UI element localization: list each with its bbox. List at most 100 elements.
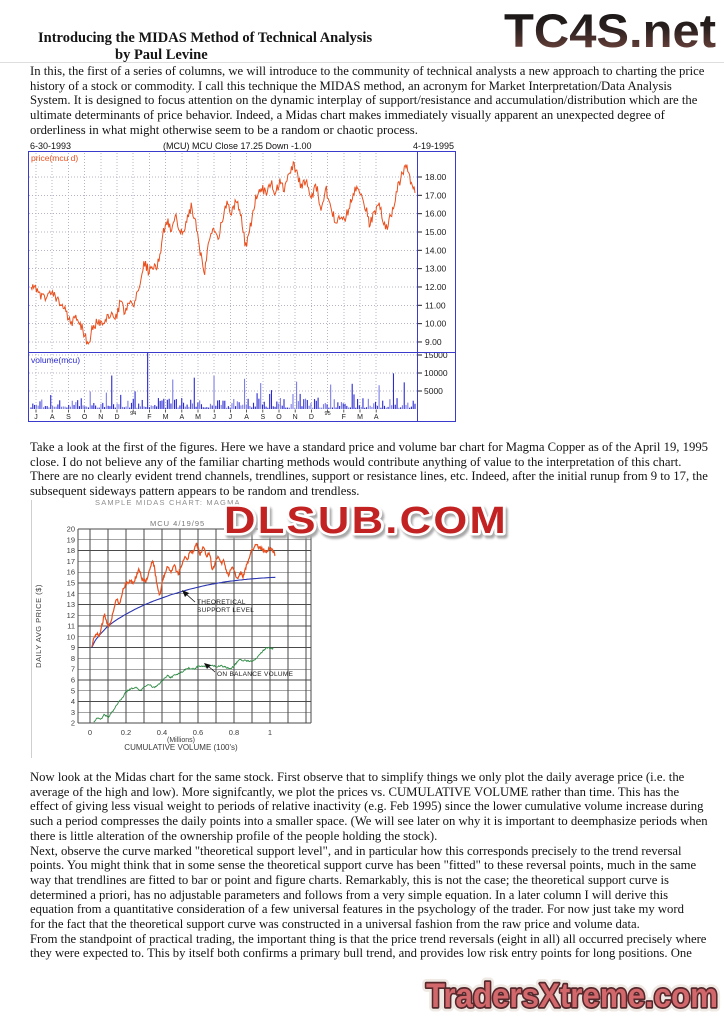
- chart-text: 12.00: [425, 282, 447, 292]
- month-label: D: [114, 414, 119, 421]
- month-label: F: [342, 414, 346, 421]
- y-tick-label: 15: [67, 579, 75, 588]
- month-label: A: [179, 414, 184, 421]
- text-line: There are no clearly evident trend chann…: [30, 469, 708, 484]
- y-tick-label: 16: [67, 568, 75, 577]
- annotation-arrowhead: [182, 590, 189, 597]
- article-title: Introducing the MIDAS Method of Technica…: [38, 30, 373, 46]
- chart-quote-header: (MCU) MCU Close 17.25 Down -1.00: [163, 141, 312, 151]
- x-tick-label: 0.2: [121, 728, 131, 737]
- month-label: J: [34, 414, 38, 421]
- month-label: N: [293, 414, 298, 421]
- header-divider: [0, 62, 724, 63]
- price-panel-label: price(mcu d): [31, 153, 78, 163]
- chart-text: 18.00: [425, 172, 447, 182]
- y-tick-label: 13: [67, 600, 75, 609]
- month-label: A: [374, 414, 379, 421]
- text-line: In this, the first of a series of column…: [30, 64, 705, 78]
- chart-text: 13.00: [425, 264, 447, 274]
- text-line: for the fact that the theoretical suppor…: [30, 917, 640, 932]
- chart-text: 15.00: [425, 227, 447, 237]
- text-line: average of the high and low). More signi…: [30, 784, 680, 799]
- text-line: ultimate determinants of price behavior.…: [30, 108, 665, 123]
- month-label: N: [98, 414, 103, 421]
- y-tick-label: 12: [67, 611, 75, 620]
- volume-panel-label: volume(mcu): [31, 355, 80, 365]
- chart-text: 5000: [424, 386, 443, 396]
- chart1-commentary-paragraph: Take a look at the first of the figures.…: [30, 440, 708, 499]
- y-tick-label: 17: [67, 557, 75, 566]
- dlsub-watermark-text: DLSUB.COM: [224, 500, 508, 542]
- month-label: J: [229, 414, 233, 421]
- month-label: S: [66, 414, 71, 421]
- text-line: Next, observe the curve marked "theoreti…: [30, 843, 682, 858]
- y-tick-label: 19: [67, 535, 75, 544]
- chart2-commentary-paragraph: Now look at the Midas chart for the same…: [30, 770, 708, 961]
- annotation-obv: ON BALANCE VOLUME: [217, 671, 294, 678]
- chart-end-date: 4-19-1995: [413, 141, 454, 151]
- x-tick-label: 0.8: [229, 728, 239, 737]
- chart2-title: SAMPLE MIDAS CHART: MAGMA: [95, 498, 241, 507]
- text-line: determined a priori, has no adjustable p…: [30, 887, 669, 902]
- chart-text: 9.00: [425, 337, 442, 347]
- x-axis-units-label: (Millions): [167, 737, 195, 744]
- text-line: such a period compresses the daily point…: [30, 814, 708, 829]
- x-tick-label: 0: [88, 728, 92, 737]
- dlsub-watermark: DLSUB.COM: [222, 498, 509, 545]
- y-tick-label: 10: [67, 632, 75, 641]
- annotation-arrowhead: [204, 663, 211, 669]
- text-line: effect of giving less visual weight to p…: [30, 799, 704, 814]
- tradersxtreme-logo: TradersXtreme.com TradersXtreme.com: [422, 973, 723, 1020]
- daily-avg-price-line: [91, 542, 276, 647]
- y-tick-label: 4: [71, 697, 75, 706]
- month-label: M: [163, 414, 169, 421]
- text-line: System. It is designed to focus attentio…: [30, 93, 698, 108]
- text-line: From the standpoint of practical trading…: [30, 931, 707, 946]
- y-tick-label: 3: [71, 708, 75, 717]
- chart-text: 11.00: [425, 300, 446, 310]
- chart-start-date: 6-30-1993: [30, 141, 71, 151]
- month-label: S: [260, 414, 265, 421]
- chart-text: 17.00: [425, 190, 447, 200]
- month-label: A: [244, 414, 249, 421]
- text-line: close. I do not believe any of the famil…: [30, 454, 682, 469]
- on-balance-volume-line: [93, 646, 274, 723]
- price-volume-chart-figure: 18.00 17.00 16.00 15.00 14.00 13.00 12.00 11.00…: [28, 140, 456, 423]
- text-line: equation from a quantitative considerati…: [30, 902, 684, 917]
- text-line: there is little alteration of the owners…: [30, 828, 438, 843]
- y-tick-label: 9: [71, 643, 75, 652]
- chart-text: 10.00: [425, 319, 447, 329]
- tradersxtreme-text: TradersXtreme.com: [426, 977, 718, 1015]
- text-line: way that trendlines are fitted to bar or…: [30, 872, 669, 887]
- y-tick-label: 14: [67, 589, 75, 598]
- month-label: O: [276, 414, 282, 421]
- month-label: D: [309, 414, 314, 421]
- y-tick-label: 2: [71, 719, 75, 728]
- intro-paragraph: In this, the first of a series of column…: [30, 64, 704, 138]
- x-tick-label: 0.4: [157, 728, 167, 737]
- month-label: 94: [130, 411, 136, 417]
- month-label: F: [147, 414, 151, 421]
- x-tick-label: 1: [268, 728, 272, 737]
- tc4s-logo: TC4S.net: [504, 4, 716, 57]
- chart2-subtitle: MCU 4/19/95: [150, 519, 205, 528]
- chart-text: 14.00: [425, 245, 447, 255]
- y-tick-label: 11: [67, 622, 75, 631]
- chart-text: 15000: [424, 350, 448, 360]
- text-line: Now look at the Midas chart for the same…: [30, 770, 685, 784]
- text-line: subsequent sideways pattern appears to b…: [30, 484, 360, 499]
- y-tick-label: 5: [71, 686, 75, 695]
- text-line: they were expected to. This by itself bo…: [30, 946, 692, 961]
- month-label: O: [82, 414, 88, 421]
- chart-text: 10000: [424, 368, 448, 378]
- month-label: M: [357, 414, 363, 421]
- text-line: orderliness in what might otherwise seem…: [30, 122, 418, 137]
- annotation-theoretical: THEORETICAL: [197, 599, 246, 606]
- price-series-line: [30, 160, 416, 345]
- y-tick-label: 20: [67, 525, 75, 534]
- y-tick-label: 8: [71, 654, 75, 663]
- x-tick-label: 0.6: [193, 728, 203, 737]
- price-volume-chart: 18.00 17.00 16.00 15.00 14.00 13.00 12.00 11.00…: [28, 141, 456, 422]
- month-label: 95: [325, 411, 331, 417]
- y-tick-label: 6: [71, 676, 75, 685]
